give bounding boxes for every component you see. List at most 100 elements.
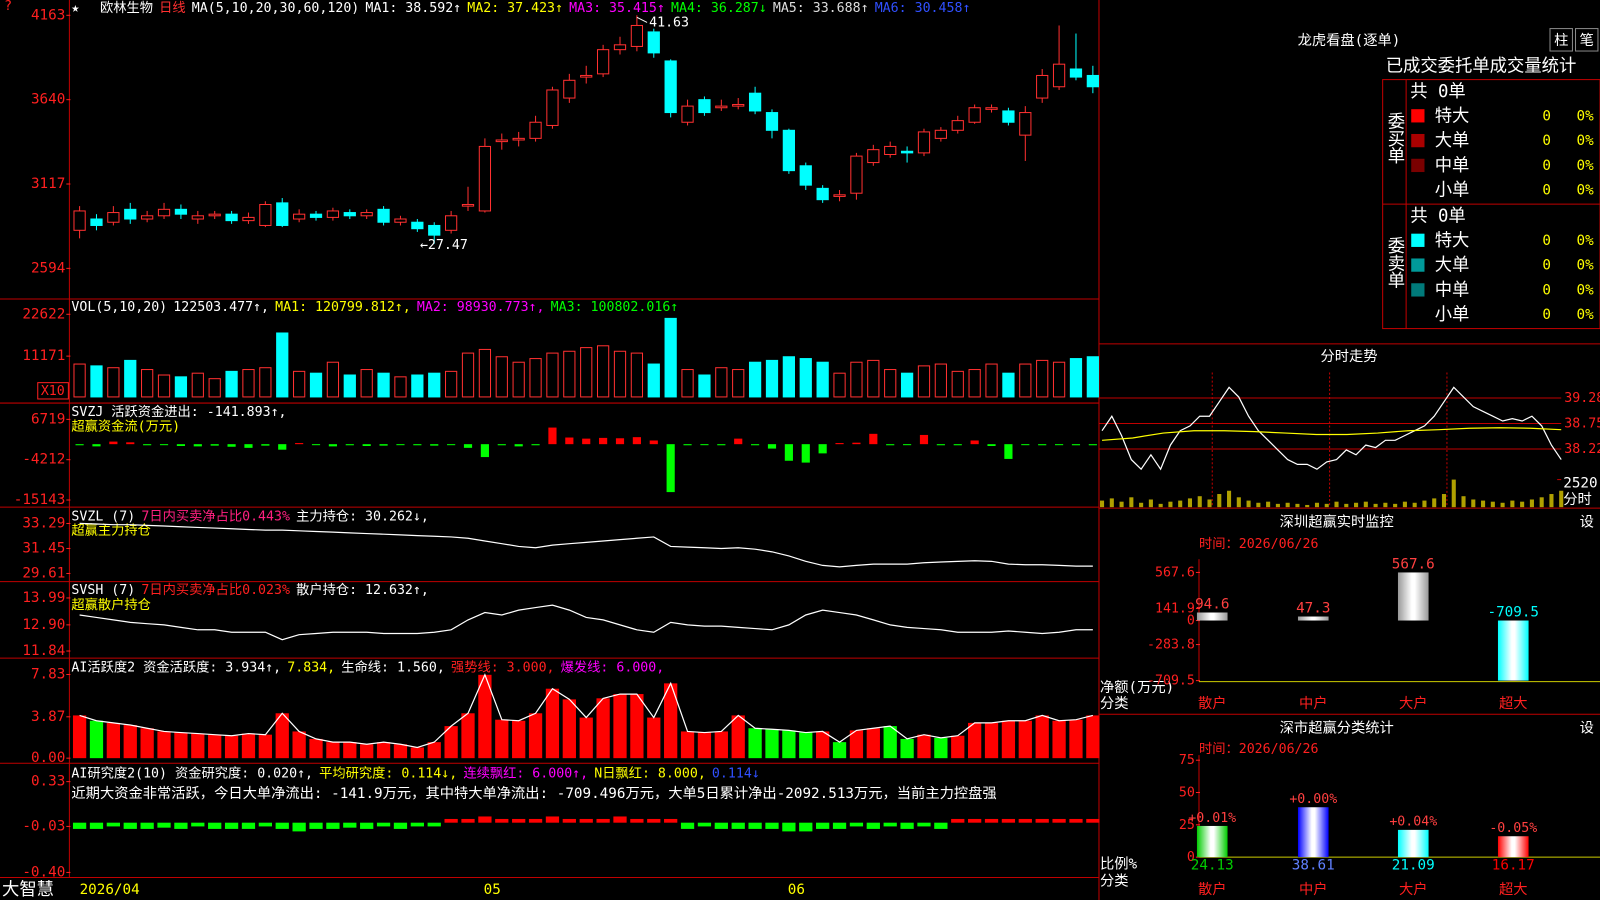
y-tick-label: -283.8 [1147,638,1195,653]
change-label: +0.04% [1389,815,1437,830]
y-tick-label: 50 [1179,786,1195,801]
subtitle: 超赢资金流(万元) [71,418,180,435]
activity-bar [1001,720,1016,759]
candle-body [276,202,289,226]
candle-body [124,208,137,220]
row-count: 0 [1542,233,1551,249]
research-bar [495,818,509,823]
flow-bar [717,444,726,446]
flow-bar [1038,444,1047,446]
flow-bar [244,444,253,448]
net-bar [1397,572,1429,621]
indicator-label: 欧林生物 [100,0,153,16]
volume-bar [968,369,981,398]
volume-bar [816,361,829,398]
research-bar [1001,818,1016,823]
activity-bar [275,713,289,759]
activity-bar [72,715,87,759]
button[interactable]: 笔 [1580,32,1594,49]
button[interactable]: 设 [1580,720,1594,737]
volume-bar [1217,494,1222,508]
activity-bar [664,683,678,759]
flow-bar [632,437,641,445]
flow-bar [700,444,709,446]
indicator-label: AI活跃度2 资金活跃度: 3.934↑, [71,659,281,675]
y-tick-label: 0.33 [31,774,65,790]
indicator-label: MA5: 33.688↑ [773,1,869,16]
volume-unit: X10 [41,384,65,399]
volume-bar [1510,500,1515,508]
volume-bar [1178,500,1183,508]
volume-bar [1451,479,1456,508]
ratio-bar [1497,836,1529,858]
activity-bar [174,732,188,759]
flow-bar [987,444,996,447]
time: 时间：2026/06/26 [1199,741,1319,757]
research-bar [900,822,914,829]
activity-bar [461,713,475,759]
volume-bar [326,361,340,398]
activity-bar [630,694,644,759]
volume-bar [1461,496,1466,508]
candle-body [867,149,880,164]
volume-bar [141,369,154,398]
button[interactable]: 柱 [1554,32,1568,49]
category: 超大 [1499,881,1528,898]
category: 大户 [1399,881,1428,898]
volume-bar [917,365,931,398]
volume-bar [647,363,660,398]
volume-bar [1227,490,1232,508]
y-tick-label: 13.99 [22,590,65,606]
flow-bar [328,444,337,447]
candle-body [343,212,356,217]
indicator-label: 连续飘红: 6.000↑, [463,765,588,781]
value-label: 16.17 [1492,857,1535,873]
color-swatch [1411,183,1425,197]
volume-bar [1412,502,1417,508]
volume-bar [1086,356,1099,398]
indicator-label: MA2: 37.423↑ [467,1,563,16]
research-bar [512,818,526,823]
flow-bar [903,444,912,446]
volume-bar [951,370,964,398]
candle-body [900,150,914,154]
candle-body [596,49,610,75]
candle-body [715,105,728,109]
research-bar [106,822,120,827]
volume-bar [782,356,795,398]
activity-bar [731,715,745,759]
activity-bar [157,731,171,759]
volume-bar [613,350,627,398]
activity-bar [968,722,982,759]
candle-body [191,215,204,220]
flow-bar [176,444,185,447]
volume-bar [1520,501,1525,508]
research-bar [714,822,728,829]
research-bar [866,822,880,829]
button[interactable]: 设 [1580,513,1594,530]
flow-bar [886,444,895,446]
research-bar [72,822,87,829]
research-bar [309,822,323,829]
row-pct: 0% [1577,183,1595,199]
research-bar [748,822,762,829]
row-count: 0 [1542,108,1551,124]
volume-bar [1036,359,1049,398]
candle-body [546,89,559,126]
volume-bar [1256,502,1261,508]
flow-bar [852,442,861,445]
flow-bar [143,444,152,446]
indicator-label: MA6: 30.458↑ [875,1,971,16]
candle-body [799,165,812,186]
candle-body [360,212,373,217]
y-tick-label: 39.28 [1564,391,1600,406]
volume-bar [1354,502,1359,508]
volume-bar [529,358,542,398]
flow-bar [75,444,84,446]
research-bar [410,822,424,827]
category: 散户 [1198,881,1227,898]
activity-bar [613,694,627,759]
volume-bar [1002,372,1015,398]
volume-bar [90,365,103,398]
